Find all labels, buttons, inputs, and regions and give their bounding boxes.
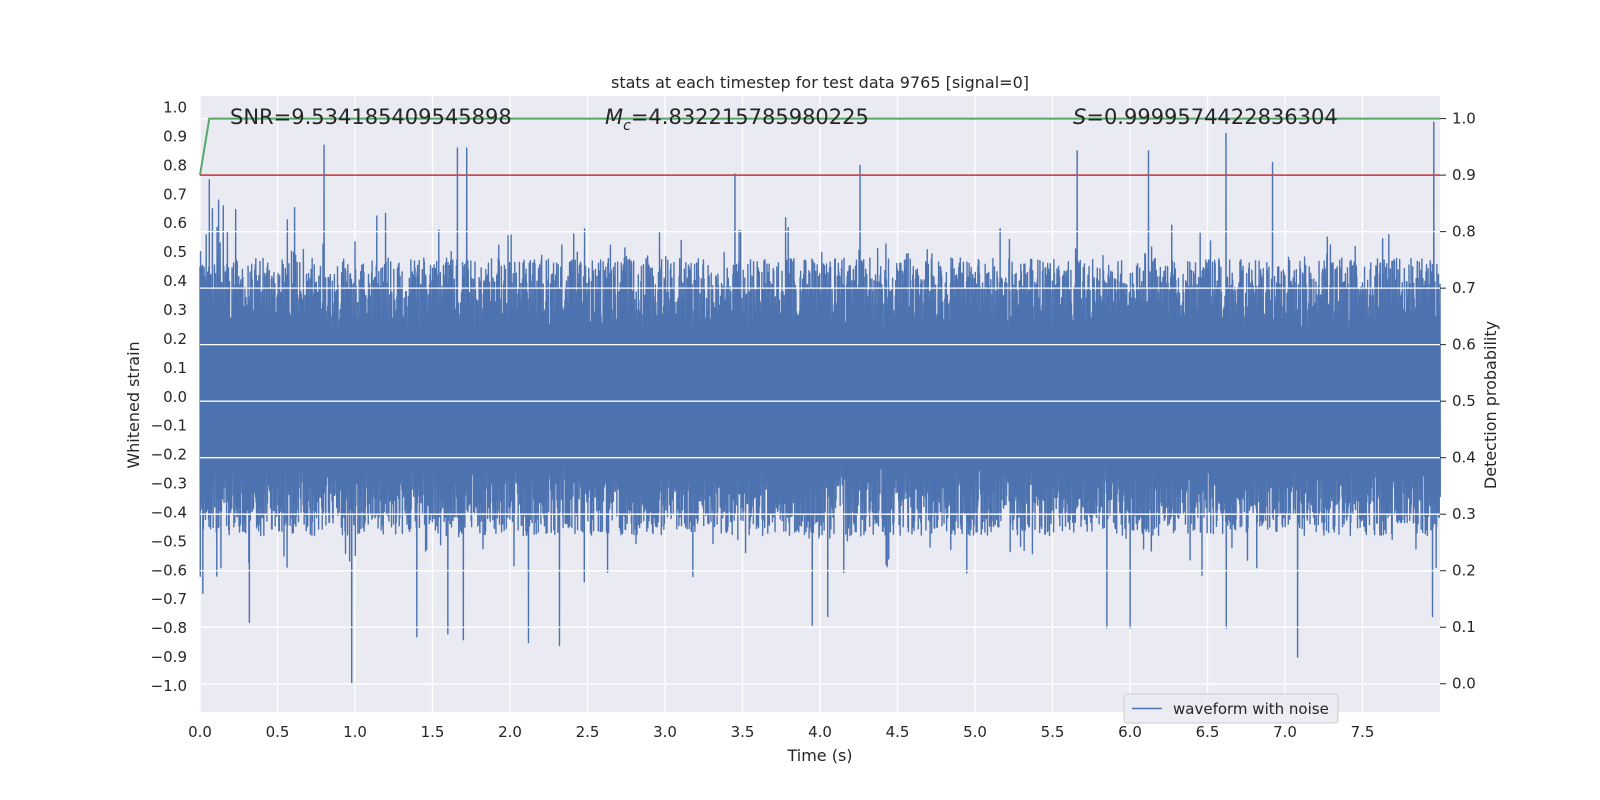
y-tick-label: −0.3	[151, 475, 187, 493]
y2-tick-label: 0.9	[1452, 166, 1476, 184]
y2-axis-label: Detection probability	[1481, 321, 1500, 489]
x-tick-label: 6.0	[1118, 723, 1142, 741]
y-tick-labels: 1.0 0.9 0.8 0.7 0.6 0.5 0.4 0.3 0.2 0.1 0.0 −0.1 −0.…	[151, 99, 187, 695]
y-tick-label: −0.9	[151, 648, 187, 666]
y-tick-label: 0.3	[163, 301, 187, 319]
legend: waveform with noise	[1123, 693, 1339, 724]
x-tick-label: 0.0	[188, 723, 212, 741]
y2-tick-label: 0.8	[1452, 223, 1476, 241]
x-tick-label: 2.5	[576, 723, 600, 741]
x-tick-label: 4.0	[808, 723, 832, 741]
chirp-mass-subscript: c	[623, 118, 631, 134]
x-tick-label: 1.0	[343, 723, 367, 741]
x-tick-label: 5.0	[963, 723, 987, 741]
y-tick-label: −0.2	[151, 446, 187, 464]
y2-tick-labels: 1.0 0.9 0.8 0.7 0.6 0.5 0.4 0.3 0.2 0.1 0.0	[1452, 110, 1476, 693]
chirp-mass-symbol: M	[605, 105, 623, 129]
x-tick-label: 7.5	[1351, 723, 1375, 741]
y-tick-label: 1.0	[163, 99, 187, 117]
y-tick-label: −0.7	[151, 590, 187, 608]
y2-tick-label: 0.2	[1452, 562, 1476, 580]
y2-tick-label: 0.5	[1452, 392, 1476, 410]
x-tick-label: 6.5	[1196, 723, 1220, 741]
y2-tick-label: 0.6	[1452, 336, 1476, 354]
y-axis-label: Whitened strain	[124, 341, 143, 468]
legend-label: waveform with noise	[1173, 700, 1329, 718]
y-tick-label: 0.0	[163, 388, 187, 406]
y2-tick-label: 0.4	[1452, 449, 1476, 467]
x-tick-label: 3.5	[731, 723, 755, 741]
detection-probability-line	[199, 117, 1440, 176]
score-symbol: S	[1073, 105, 1086, 129]
chirp-mass-value: =4.832215785980225	[631, 105, 869, 129]
score-value: =0.9999574422836304	[1086, 105, 1337, 129]
y2-tick-label: 1.0	[1452, 110, 1476, 128]
x-tick-label: 3.0	[653, 723, 677, 741]
y-tick-label: −0.1	[151, 417, 187, 435]
legend-box	[1123, 693, 1339, 724]
y-tick-label: −0.8	[151, 619, 187, 637]
y2-tick-label: 0.0	[1452, 675, 1476, 693]
x-axis-label: Time (s)	[786, 746, 852, 765]
y-tick-label: 0.6	[163, 214, 187, 232]
y-tick-label: 0.9	[163, 127, 187, 145]
x-tick-label: 7.0	[1273, 723, 1297, 741]
y-tick-label: −0.6	[151, 561, 187, 579]
snr-annotation: SNR=9.534185409545898	[230, 105, 512, 129]
chart-title: stats at each timestep for test data 976…	[611, 73, 1029, 92]
x-tick-label: 2.0	[498, 723, 522, 741]
y-tick-label: −1.0	[151, 677, 187, 695]
score-annotation: S=0.9999574422836304	[1073, 105, 1338, 129]
waveform-line	[199, 121, 1441, 684]
x-tick-label: 5.5	[1041, 723, 1065, 741]
y-tick-label: 0.1	[163, 359, 187, 377]
y-tick-label: 0.2	[163, 330, 187, 348]
x-tick-label: 4.5	[886, 723, 910, 741]
y2-tick-label: 0.7	[1452, 279, 1476, 297]
y-tick-label: −0.4	[151, 503, 187, 521]
y2-tick-marks	[1440, 118, 1446, 685]
y-tick-label: 0.8	[163, 156, 187, 174]
x-tick-label: 1.5	[421, 723, 445, 741]
y-tick-label: 0.4	[163, 272, 187, 290]
y-tick-label: 0.7	[163, 185, 187, 203]
x-tick-labels: 0.0 0.5 1.0 1.5 2.0 2.5 3.0 3.5 4.0 4.5 5.0 5.5 6.0 6…	[188, 723, 1374, 741]
y2-tick-label: 0.1	[1452, 618, 1476, 636]
x-tick-label: 0.5	[266, 723, 290, 741]
y-tick-label: −0.5	[151, 532, 187, 550]
y-tick-label: 0.5	[163, 243, 187, 261]
series-detection-probability	[199, 117, 1440, 176]
y2-tick-label: 0.3	[1452, 505, 1476, 523]
chirp-mass-annotation: Mc=4.832215785980225	[605, 105, 869, 134]
